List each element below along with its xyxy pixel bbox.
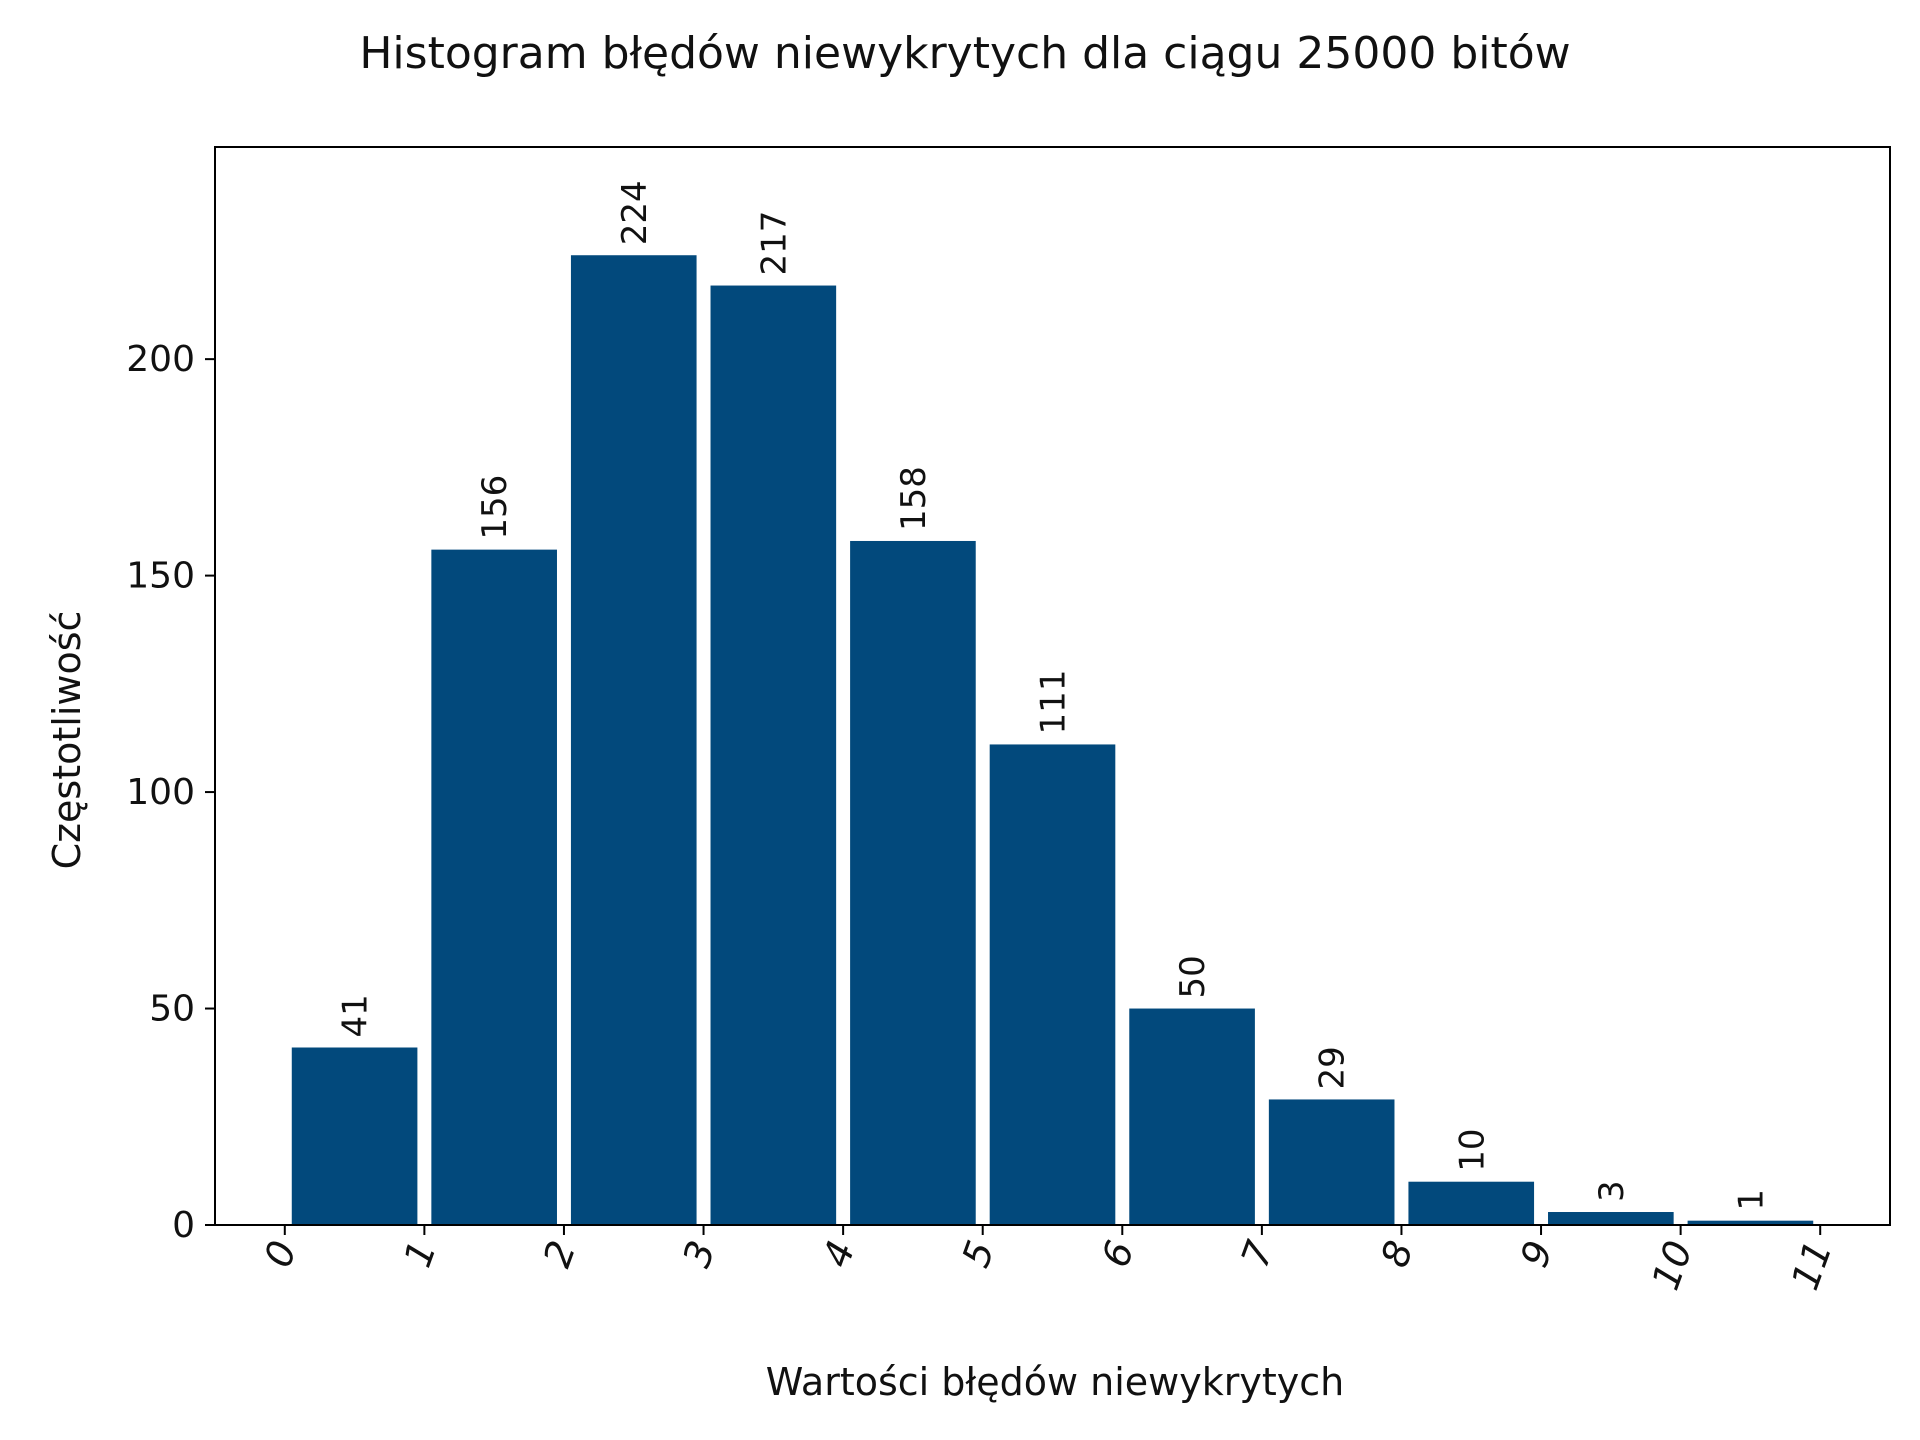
x-tick-label: 5	[954, 1235, 1004, 1273]
x-tick-label: 0	[256, 1235, 306, 1273]
x-tick-label: 10	[1643, 1235, 1701, 1295]
plot-frame	[214, 146, 1891, 1226]
x-tick-label: 4	[814, 1235, 864, 1273]
x-tick-label: 1	[395, 1235, 445, 1273]
bar-value-label: 50	[1173, 955, 1213, 998]
bar-bin-9-10	[1548, 1212, 1674, 1225]
y-tick-label: 50	[149, 989, 195, 1030]
bar-bin-5-6	[989, 744, 1116, 1225]
bar-bin-3-4	[710, 285, 837, 1225]
bar-value-label: 1	[1731, 1189, 1771, 1211]
y-axis-label: Częstotliwość	[45, 611, 89, 870]
x-tick-label: 11	[1783, 1235, 1841, 1295]
x-tick-label: 8	[1372, 1235, 1422, 1273]
x-axis-label: Wartości błędów niewykrytych	[766, 1360, 1344, 1404]
bar-bin-1-2	[431, 549, 557, 1225]
bar-bin-2-3	[570, 255, 697, 1226]
bar-value-label: 156	[475, 475, 515, 540]
bar-value-label: 111	[1034, 670, 1074, 735]
x-axis: 0 1 2 3 4 5 6 7 8 9 10 11	[256, 1225, 1841, 1296]
bar-value-label: 3	[1592, 1180, 1632, 1202]
bar-bin-0-1	[291, 1047, 418, 1225]
y-tick-label: 0	[172, 1205, 195, 1246]
bar-bin-6-7	[1129, 1008, 1255, 1225]
bar-value-label: 158	[894, 466, 934, 531]
y-tick-label: 100	[126, 772, 195, 813]
chart-title: Histogram błędów niewykrytych dla ciągu …	[359, 28, 1570, 79]
bar-value-label: 10	[1452, 1128, 1492, 1171]
bar-labels-group: 41 156 224 217 158 111 50 29 10 3 1	[336, 180, 1772, 1210]
bar-value-label: 41	[336, 994, 376, 1037]
bar-bin-10-11	[1687, 1220, 1814, 1225]
bar-value-label: 224	[615, 180, 655, 245]
x-tick-label: 9	[1512, 1235, 1562, 1273]
bar-bin-8-9	[1408, 1181, 1535, 1225]
bar-value-label: 217	[754, 211, 794, 276]
x-tick-label: 7	[1233, 1235, 1283, 1273]
bar-bin-7-8	[1268, 1099, 1395, 1225]
y-axis: 0 50 100 150 200	[126, 339, 215, 1246]
bar-bin-4-5	[850, 540, 976, 1225]
x-tick-label: 3	[674, 1235, 724, 1273]
x-tick-label: 6	[1093, 1235, 1143, 1273]
bar-value-label: 29	[1313, 1046, 1353, 1089]
y-tick-label: 150	[126, 556, 195, 597]
x-tick-label: 2	[535, 1235, 585, 1273]
y-tick-label: 200	[126, 339, 195, 380]
bars-group	[291, 255, 1814, 1226]
